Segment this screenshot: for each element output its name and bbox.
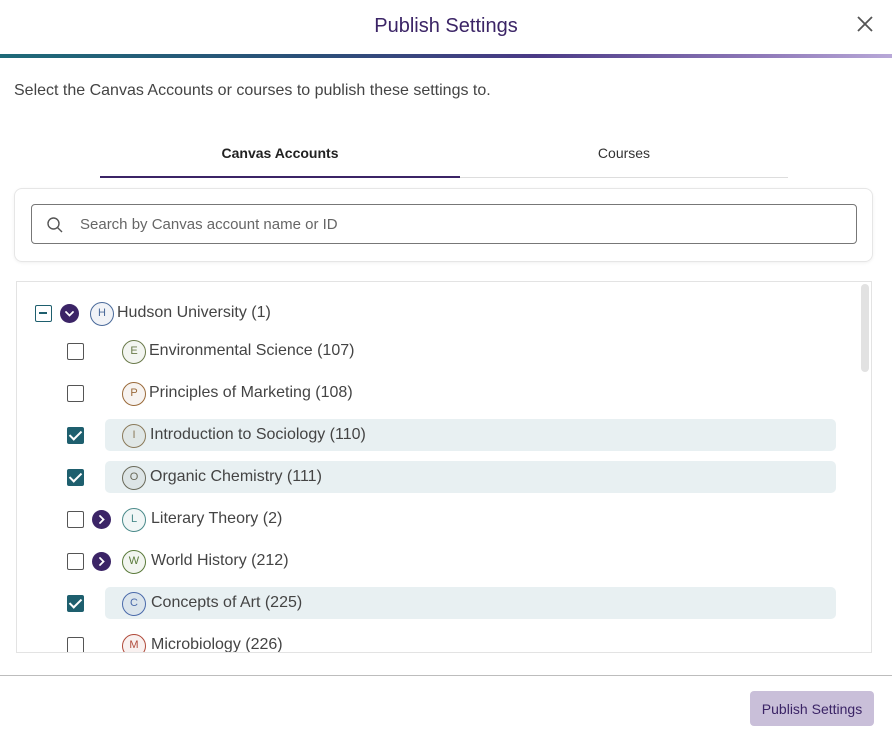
dialog-title: Publish Settings xyxy=(374,15,518,37)
account-tree: H Hudson University (1) E Environmental … xyxy=(16,281,872,653)
tree-item-label: Organic Chemistry (111) xyxy=(150,468,322,485)
chevron-down-icon[interactable] xyxy=(60,304,79,323)
avatar: C xyxy=(122,592,146,616)
item-checkbox[interactable] xyxy=(67,427,84,444)
avatar: O xyxy=(122,466,146,490)
intro-text: Select the Canvas Accounts or courses to… xyxy=(14,82,491,99)
tree-item-label: Principles of Marketing (108) xyxy=(149,384,353,401)
item-checkbox[interactable] xyxy=(67,511,84,528)
tree-item-organic-chemistry[interactable]: O Organic Chemistry (111) xyxy=(17,461,847,493)
tab-canvas-accounts[interactable]: Canvas Accounts xyxy=(100,140,460,178)
avatar: P xyxy=(122,382,146,406)
tab-courses[interactable]: Courses xyxy=(597,145,651,161)
avatar: L xyxy=(122,508,146,532)
publish-settings-button[interactable]: Publish Settings xyxy=(750,691,874,726)
avatar: E xyxy=(122,340,146,364)
root-checkbox[interactable] xyxy=(35,305,52,322)
row-highlight xyxy=(105,419,836,451)
tree-item-concepts-of-art[interactable]: C Concepts of Art (225) xyxy=(17,587,847,619)
item-checkbox[interactable] xyxy=(67,343,84,360)
tree-item-microbiology[interactable]: M Microbiology (226) xyxy=(17,629,847,653)
chevron-right-icon[interactable] xyxy=(92,552,111,571)
tree-item-label: Concepts of Art (225) xyxy=(151,594,303,611)
row-highlight xyxy=(105,587,836,619)
row-highlight xyxy=(105,461,836,493)
dialog-header: Publish Settings xyxy=(0,0,892,56)
tree-scrollbar[interactable] xyxy=(861,284,869,372)
item-checkbox[interactable] xyxy=(67,553,84,570)
avatar: W xyxy=(122,550,146,574)
tab-bar: Canvas Accounts Courses xyxy=(100,140,788,178)
tree-item-environmental-science[interactable]: E Environmental Science (107) xyxy=(17,335,847,367)
tree-item-label: Hudson University (1) xyxy=(117,304,271,321)
close-icon[interactable] xyxy=(854,13,876,35)
header-divider xyxy=(0,54,892,58)
tree-item-world-history[interactable]: W World History (212) xyxy=(17,545,847,577)
tree-item-literary-theory[interactable]: L Literary Theory (2) xyxy=(17,503,847,535)
tree-item-label: Environmental Science (107) xyxy=(149,342,355,359)
tree-item-label: Microbiology (226) xyxy=(151,636,283,653)
tree-item-introduction-to-sociology[interactable]: I Introduction to Sociology (110) xyxy=(17,419,847,451)
footer-divider xyxy=(0,675,892,676)
tree-item-label: Literary Theory (2) xyxy=(151,510,283,527)
search-box xyxy=(31,204,857,244)
item-checkbox[interactable] xyxy=(67,595,84,612)
item-checkbox[interactable] xyxy=(67,385,84,402)
tree-item-label: World History (212) xyxy=(151,552,289,569)
item-checkbox[interactable] xyxy=(67,637,84,652)
tree-root-row[interactable]: H Hudson University (1) xyxy=(17,297,847,329)
avatar: M xyxy=(122,634,146,652)
avatar: I xyxy=(122,424,146,448)
avatar: H xyxy=(90,302,114,326)
tree-item-label: Introduction to Sociology (110) xyxy=(150,426,366,443)
search-input[interactable] xyxy=(80,205,840,243)
tree-item-principles-of-marketing[interactable]: P Principles of Marketing (108) xyxy=(17,377,847,409)
search-card xyxy=(14,188,873,262)
item-checkbox[interactable] xyxy=(67,469,84,486)
chevron-right-icon[interactable] xyxy=(92,510,111,529)
search-icon xyxy=(46,216,64,234)
